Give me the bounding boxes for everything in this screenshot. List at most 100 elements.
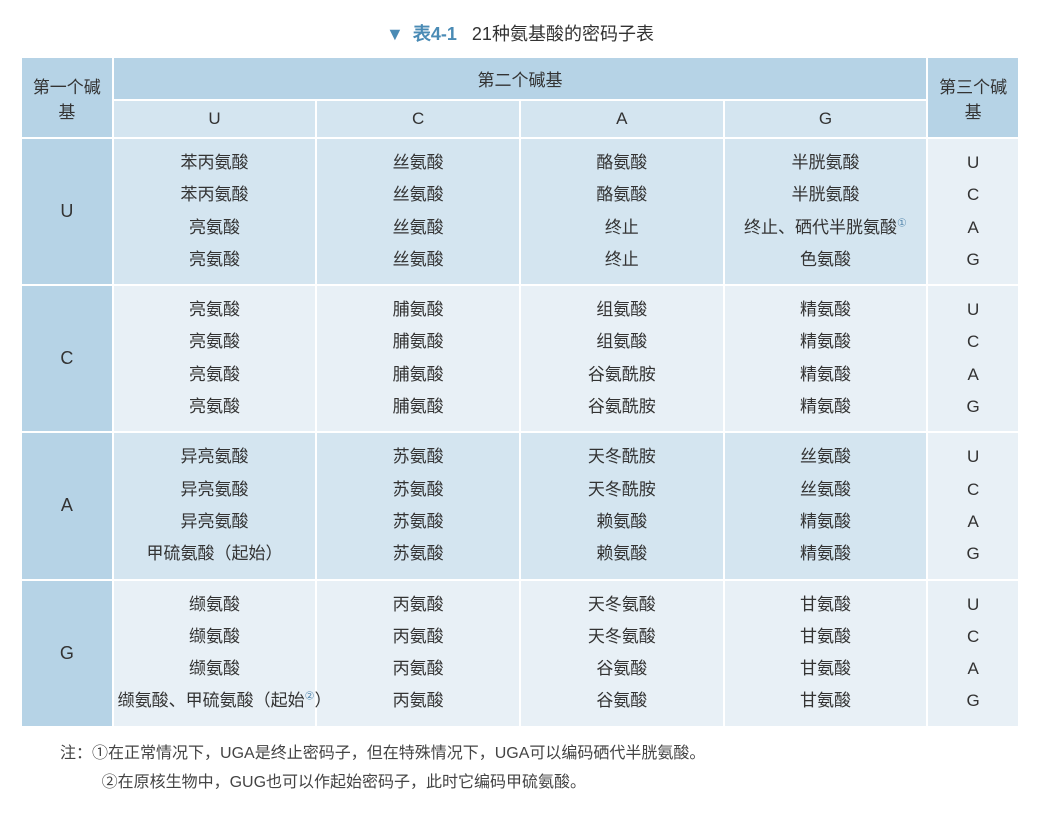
caption-marker: ▼ [386, 24, 404, 44]
amino-line: 脯氨酸 [321, 326, 515, 358]
amino-line: 苏氨酸 [321, 441, 515, 473]
third-base-line: A [932, 653, 1014, 685]
amino-line: 谷氨酰胺 [525, 391, 719, 423]
third-base-line: A [932, 359, 1014, 391]
amino-line: 赖氨酸 [525, 538, 719, 570]
amino-line: 天冬酰胺 [525, 474, 719, 506]
amino-line: 精氨酸 [729, 326, 923, 358]
header-first-base: 第一个碱基 [21, 57, 113, 138]
amino-line: 天冬氨酸 [525, 589, 719, 621]
first-base-cell: G [21, 580, 113, 727]
amino-cell: 脯氨酸脯氨酸脯氨酸脯氨酸 [316, 285, 520, 432]
amino-line: 缬氨酸 [118, 621, 312, 653]
amino-line: 精氨酸 [729, 359, 923, 391]
amino-line: 甘氨酸 [729, 589, 923, 621]
amino-line: 组氨酸 [525, 326, 719, 358]
amino-line: 精氨酸 [729, 538, 923, 570]
amino-line: 精氨酸 [729, 294, 923, 326]
amino-line: 苏氨酸 [321, 474, 515, 506]
third-base-line: C [932, 179, 1014, 211]
note-2: ②在原核生物中，GUG也可以作起始密码子，此时它编码甲硫氨酸。 [102, 774, 586, 791]
table-body: U苯丙氨酸苯丙氨酸亮氨酸亮氨酸丝氨酸丝氨酸丝氨酸丝氨酸酪氨酸酪氨酸终止终止半胱氨… [21, 138, 1019, 727]
amino-line: 丝氨酸 [321, 179, 515, 211]
third-base-line: U [932, 589, 1014, 621]
amino-cell: 异亮氨酸异亮氨酸异亮氨酸甲硫氨酸（起始） [113, 432, 317, 579]
amino-line: 异亮氨酸 [118, 506, 312, 538]
amino-cell: 甘氨酸甘氨酸甘氨酸甘氨酸 [724, 580, 928, 727]
table-row: U苯丙氨酸苯丙氨酸亮氨酸亮氨酸丝氨酸丝氨酸丝氨酸丝氨酸酪氨酸酪氨酸终止终止半胱氨… [21, 138, 1019, 285]
note-1: ①在正常情况下，UGA是终止密码子，但在特殊情况下，UGA可以编码硒代半胱氨酸。 [92, 745, 705, 762]
amino-line: 亮氨酸 [118, 359, 312, 391]
amino-line: 甘氨酸 [729, 685, 923, 717]
amino-cell: 精氨酸精氨酸精氨酸精氨酸 [724, 285, 928, 432]
third-base-line: A [932, 506, 1014, 538]
header-col-a: A [520, 100, 724, 138]
amino-line: 甲硫氨酸（起始） [118, 538, 312, 570]
first-base-cell: U [21, 138, 113, 285]
amino-line: 苯丙氨酸 [118, 147, 312, 179]
first-base-cell: C [21, 285, 113, 432]
third-base-cell: UCAG [927, 580, 1019, 727]
amino-line: 精氨酸 [729, 506, 923, 538]
amino-line: 半胱氨酸 [729, 147, 923, 179]
amino-line: 亮氨酸 [118, 326, 312, 358]
amino-line: 苏氨酸 [321, 506, 515, 538]
third-base-line: C [932, 621, 1014, 653]
codon-table: 第一个碱基 第二个碱基 第三个碱基 U C A G U苯丙氨酸苯丙氨酸亮氨酸亮氨… [20, 56, 1020, 728]
amino-line: 亮氨酸 [118, 212, 312, 244]
third-base-cell: UCAG [927, 432, 1019, 579]
amino-cell: 天冬酰胺天冬酰胺赖氨酸赖氨酸 [520, 432, 724, 579]
amino-cell: 半胱氨酸半胱氨酸终止、硒代半胱氨酸①色氨酸 [724, 138, 928, 285]
amino-line: 酪氨酸 [525, 179, 719, 211]
amino-cell: 亮氨酸亮氨酸亮氨酸亮氨酸 [113, 285, 317, 432]
third-base-line: G [932, 538, 1014, 570]
third-base-line: G [932, 391, 1014, 423]
amino-line: 天冬氨酸 [525, 621, 719, 653]
amino-cell: 丙氨酸丙氨酸丙氨酸丙氨酸 [316, 580, 520, 727]
header-second-base: 第二个碱基 [113, 57, 928, 100]
third-base-line: A [932, 212, 1014, 244]
amino-line: 丝氨酸 [729, 441, 923, 473]
table-row: C亮氨酸亮氨酸亮氨酸亮氨酸脯氨酸脯氨酸脯氨酸脯氨酸组氨酸组氨酸谷氨酰胺谷氨酰胺精… [21, 285, 1019, 432]
amino-line: 苏氨酸 [321, 538, 515, 570]
amino-line: 甘氨酸 [729, 653, 923, 685]
amino-cell: 酪氨酸酪氨酸终止终止 [520, 138, 724, 285]
amino-line: 缬氨酸 [118, 589, 312, 621]
amino-line: 天冬酰胺 [525, 441, 719, 473]
amino-line: 终止 [525, 244, 719, 276]
amino-line: 苯丙氨酸 [118, 179, 312, 211]
third-base-line: U [932, 294, 1014, 326]
amino-cell: 苯丙氨酸苯丙氨酸亮氨酸亮氨酸 [113, 138, 317, 285]
amino-cell: 天冬氨酸天冬氨酸谷氨酸谷氨酸 [520, 580, 724, 727]
amino-line: 终止 [525, 212, 719, 244]
amino-line: 丝氨酸 [729, 474, 923, 506]
caption-number: 表4-1 [413, 24, 457, 44]
amino-line: 终止、硒代半胱氨酸① [729, 212, 923, 244]
amino-line: 丙氨酸 [321, 685, 515, 717]
amino-line: 缬氨酸、甲硫氨酸（起始②） [118, 685, 312, 717]
amino-cell: 丝氨酸丝氨酸丝氨酸丝氨酸 [316, 138, 520, 285]
amino-line: 亮氨酸 [118, 391, 312, 423]
third-base-line: U [932, 441, 1014, 473]
third-base-cell: UCAG [927, 285, 1019, 432]
amino-line: 脯氨酸 [321, 391, 515, 423]
amino-line: 丝氨酸 [321, 244, 515, 276]
amino-line: 谷氨酰胺 [525, 359, 719, 391]
amino-line: 酪氨酸 [525, 147, 719, 179]
amino-line: 丝氨酸 [321, 212, 515, 244]
amino-line: 色氨酸 [729, 244, 923, 276]
header-col-c: C [316, 100, 520, 138]
amino-line: 赖氨酸 [525, 506, 719, 538]
amino-line: 异亮氨酸 [118, 441, 312, 473]
amino-line: 组氨酸 [525, 294, 719, 326]
note-prefix: 注： [60, 745, 92, 762]
amino-cell: 组氨酸组氨酸谷氨酰胺谷氨酰胺 [520, 285, 724, 432]
amino-line: 异亮氨酸 [118, 474, 312, 506]
amino-line: 亮氨酸 [118, 244, 312, 276]
amino-line: 半胱氨酸 [729, 179, 923, 211]
amino-line: 丙氨酸 [321, 653, 515, 685]
third-base-line: G [932, 685, 1014, 717]
amino-line: 谷氨酸 [525, 685, 719, 717]
first-base-cell: A [21, 432, 113, 579]
amino-line: 甘氨酸 [729, 621, 923, 653]
